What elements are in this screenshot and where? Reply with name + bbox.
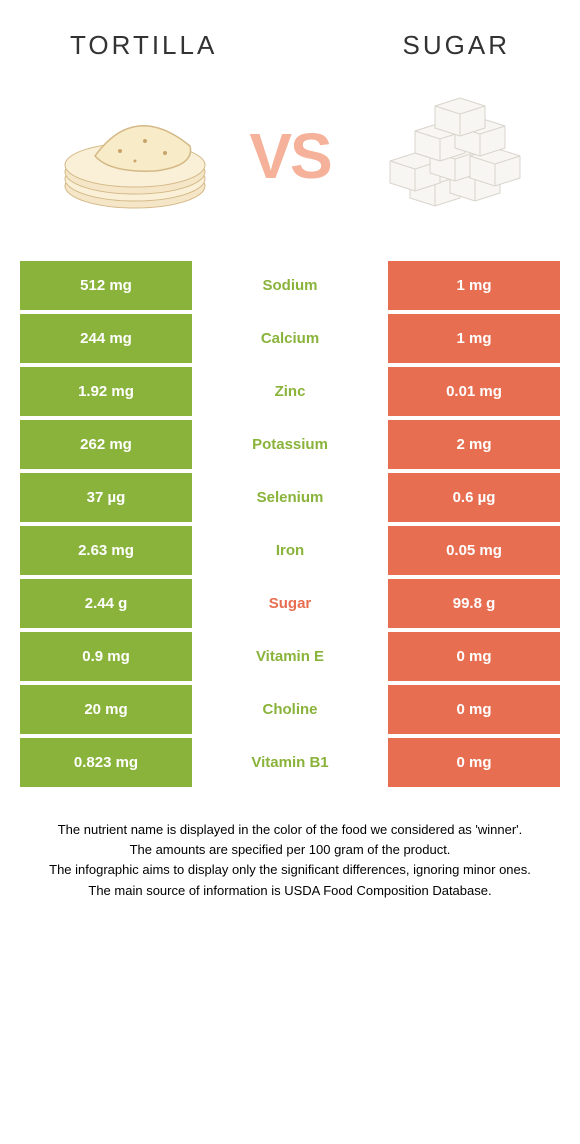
cell-left-value: 37 µg [20, 473, 192, 522]
cell-left-value: 1.92 mg [20, 367, 192, 416]
cell-nutrient-name: Calcium [192, 314, 388, 363]
table-row: 0.9 mgVitamin E0 mg [20, 632, 560, 681]
footer-line-1: The nutrient name is displayed in the co… [40, 821, 540, 839]
food1-title: Tortilla [70, 30, 217, 61]
vs-label: VS [249, 119, 330, 193]
cell-nutrient-name: Potassium [192, 420, 388, 469]
comparison-table: 512 mgSodium1 mg244 mgCalcium1 mg1.92 mg… [20, 261, 560, 787]
cell-left-value: 244 mg [20, 314, 192, 363]
cell-right-value: 0 mg [388, 685, 560, 734]
cell-right-value: 0.6 µg [388, 473, 560, 522]
table-row: 244 mgCalcium1 mg [20, 314, 560, 363]
cell-right-value: 99.8 g [388, 579, 560, 628]
cell-nutrient-name: Iron [192, 526, 388, 575]
cell-right-value: 0.01 mg [388, 367, 560, 416]
food2-title: Sugar [403, 30, 510, 61]
table-row: 262 mgPotassium2 mg [20, 420, 560, 469]
cell-right-value: 0 mg [388, 738, 560, 787]
cell-nutrient-name: Choline [192, 685, 388, 734]
footer-line-2: The amounts are specified per 100 gram o… [40, 841, 540, 859]
table-row: 1.92 mgZinc0.01 mg [20, 367, 560, 416]
footer-line-3: The infographic aims to display only the… [40, 861, 540, 879]
cell-nutrient-name: Sodium [192, 261, 388, 310]
cell-left-value: 2.63 mg [20, 526, 192, 575]
cell-left-value: 0.9 mg [20, 632, 192, 681]
table-row: 0.823 mgVitamin B10 mg [20, 738, 560, 787]
cell-nutrient-name: Vitamin E [192, 632, 388, 681]
cell-left-value: 0.823 mg [20, 738, 192, 787]
table-row: 20 mgCholine0 mg [20, 685, 560, 734]
cell-nutrient-name: Sugar [192, 579, 388, 628]
sugar-image [360, 91, 530, 221]
cell-right-value: 1 mg [388, 314, 560, 363]
table-row: 37 µgSelenium0.6 µg [20, 473, 560, 522]
tortilla-image [50, 91, 220, 221]
cell-nutrient-name: Vitamin B1 [192, 738, 388, 787]
footer-notes: The nutrient name is displayed in the co… [20, 791, 560, 912]
header: Tortilla Sugar [20, 20, 560, 91]
cell-nutrient-name: Zinc [192, 367, 388, 416]
cell-right-value: 0 mg [388, 632, 560, 681]
cell-left-value: 20 mg [20, 685, 192, 734]
table-row: 2.44 gSugar99.8 g [20, 579, 560, 628]
cell-left-value: 262 mg [20, 420, 192, 469]
cell-right-value: 0.05 mg [388, 526, 560, 575]
cell-right-value: 2 mg [388, 420, 560, 469]
cell-left-value: 512 mg [20, 261, 192, 310]
cell-left-value: 2.44 g [20, 579, 192, 628]
cell-nutrient-name: Selenium [192, 473, 388, 522]
images-row: VS [20, 91, 560, 261]
footer-line-4: The main source of information is USDA F… [40, 882, 540, 900]
table-row: 2.63 mgIron0.05 mg [20, 526, 560, 575]
table-row: 512 mgSodium1 mg [20, 261, 560, 310]
cell-right-value: 1 mg [388, 261, 560, 310]
